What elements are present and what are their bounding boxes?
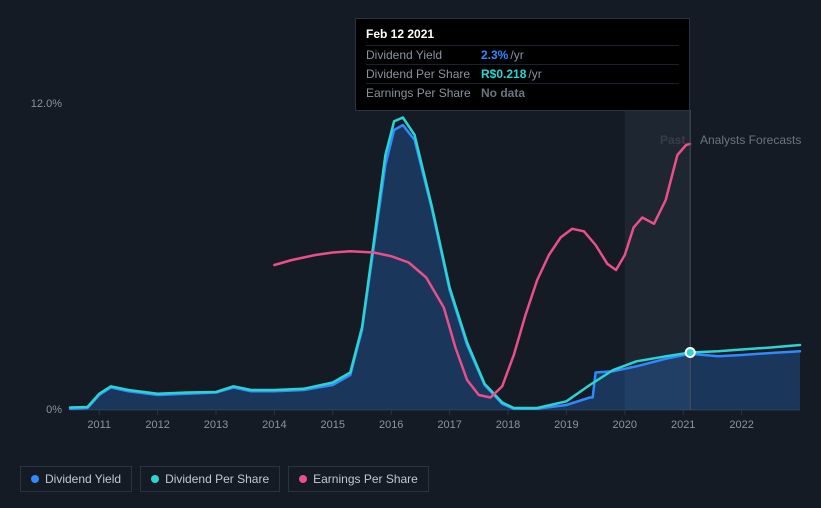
legend-dot-icon bbox=[151, 475, 159, 483]
svg-text:2017: 2017 bbox=[437, 419, 461, 431]
chart-tooltip: Feb 12 2021 Dividend Yield 2.3% /yr Divi… bbox=[355, 18, 690, 111]
legend-item-dividend-per-share[interactable]: Dividend Per Share bbox=[140, 466, 280, 492]
svg-text:2015: 2015 bbox=[321, 419, 345, 431]
svg-text:2022: 2022 bbox=[729, 419, 753, 431]
svg-text:2011: 2011 bbox=[87, 419, 111, 431]
line-chart[interactable]: 0%12.0%201120122013201420152016201720182… bbox=[20, 110, 800, 440]
svg-text:2019: 2019 bbox=[554, 419, 578, 431]
chart-legend: Dividend Yield Dividend Per Share Earnin… bbox=[20, 466, 429, 492]
svg-text:2013: 2013 bbox=[204, 419, 228, 431]
tooltip-suffix: /yr bbox=[510, 48, 523, 62]
svg-text:2020: 2020 bbox=[613, 419, 637, 431]
tooltip-label: Dividend Per Share bbox=[366, 67, 481, 81]
tooltip-suffix: /yr bbox=[528, 67, 541, 81]
legend-label: Dividend Yield bbox=[45, 472, 121, 486]
svg-text:2021: 2021 bbox=[671, 419, 695, 431]
legend-label: Dividend Per Share bbox=[165, 472, 269, 486]
tooltip-date: Feb 12 2021 bbox=[366, 27, 679, 45]
svg-text:0%: 0% bbox=[46, 404, 62, 416]
tooltip-row: Dividend Yield 2.3% /yr bbox=[366, 45, 679, 64]
tooltip-value: No data bbox=[481, 86, 525, 100]
tooltip-value: R$0.218 bbox=[481, 67, 526, 81]
tooltip-label: Earnings Per Share bbox=[366, 86, 481, 100]
legend-item-earnings-per-share[interactable]: Earnings Per Share bbox=[288, 466, 429, 492]
tooltip-label: Dividend Yield bbox=[366, 48, 481, 62]
chart-svg: 0%12.0%201120122013201420152016201720182… bbox=[20, 110, 800, 440]
legend-item-dividend-yield[interactable]: Dividend Yield bbox=[20, 466, 132, 492]
svg-text:2014: 2014 bbox=[262, 419, 286, 431]
svg-text:2012: 2012 bbox=[145, 419, 169, 431]
tooltip-row: Earnings Per Share No data bbox=[366, 83, 679, 102]
svg-text:12.0%: 12.0% bbox=[31, 98, 62, 110]
legend-dot-icon bbox=[299, 475, 307, 483]
legend-label: Earnings Per Share bbox=[313, 472, 418, 486]
legend-dot-icon bbox=[31, 475, 39, 483]
svg-text:2016: 2016 bbox=[379, 419, 403, 431]
tooltip-value: 2.3% bbox=[481, 48, 508, 62]
svg-text:2018: 2018 bbox=[496, 419, 520, 431]
tooltip-row: Dividend Per Share R$0.218 /yr bbox=[366, 64, 679, 83]
